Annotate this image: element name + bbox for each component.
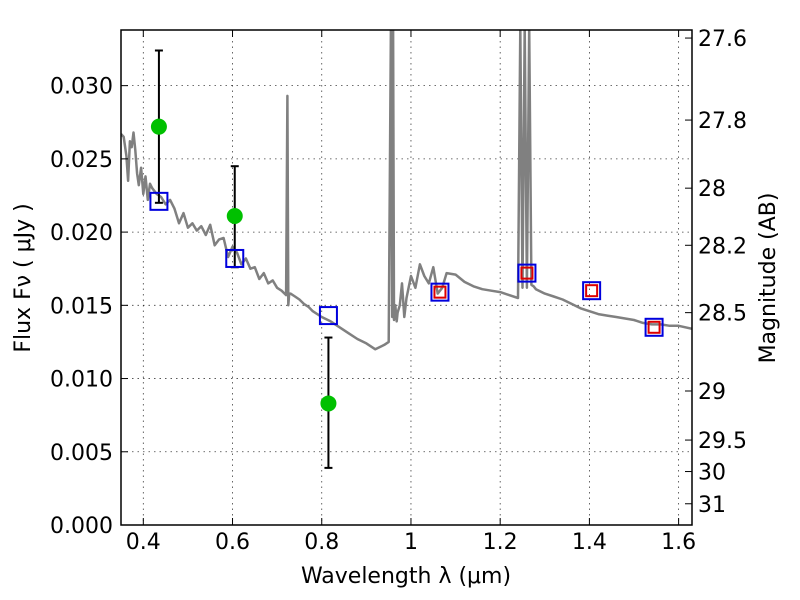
y2-tick-label: 30 — [698, 461, 726, 486]
x-tick-label: 0.4 — [126, 530, 161, 555]
model-photometry-square — [644, 317, 664, 337]
y-tick-label: 0.015 — [50, 294, 113, 319]
y2-tick-label: 31 — [698, 493, 726, 518]
model-photometry-square — [149, 191, 169, 211]
y-tick-label: 0.005 — [50, 441, 113, 466]
y2-tick-label: 28.2 — [698, 234, 747, 259]
x-tick-label: 0.8 — [304, 530, 339, 555]
model-photometry-square — [430, 282, 450, 302]
y2-axis-label: Magnitude (AB) — [756, 193, 781, 364]
observed-point — [150, 118, 167, 135]
model-photometry-square — [582, 281, 602, 301]
y2-tick-label: 28 — [698, 177, 726, 202]
model-photometry-inner-square — [520, 266, 534, 280]
plot-series — [121, 30, 692, 469]
model-photometry-inner-square — [433, 285, 447, 299]
x-axis-label: Wavelength λ (μm) — [301, 564, 511, 589]
model-photometry-inner-square — [585, 284, 599, 298]
y-tick-label: 0.030 — [50, 75, 113, 100]
model-photometry-square — [225, 248, 245, 268]
y-axis-label: Flux Fν ( μJy ) — [11, 203, 36, 352]
y-tick-label: 0.000 — [50, 514, 113, 539]
y2-tick-label: 27.8 — [698, 109, 747, 134]
y-tick-label: 0.020 — [50, 221, 113, 246]
x-tick-label: 0.6 — [215, 530, 250, 555]
grid-lines — [121, 30, 692, 526]
y-tick-label: 0.025 — [50, 148, 113, 173]
model-photometry-square — [318, 306, 338, 326]
y-tick-label: 0.010 — [50, 368, 113, 393]
y2-tick-label: 29.5 — [698, 429, 747, 454]
y2-tick-label: 28.5 — [698, 302, 747, 327]
model-photometry-inner-square — [647, 320, 661, 334]
plot-frame — [120, 29, 693, 526]
x-tick-label: 1.6 — [661, 530, 696, 555]
model-photometry-square — [517, 263, 537, 283]
observed-point — [226, 207, 243, 224]
y2-tick-label: 29 — [698, 380, 726, 405]
axes: 0.4 0.6 0.8 1 1.2 1.4 1.6 0.000 0.005 0.010 0.015 0… — [50, 27, 747, 555]
x-tick-label: 1.4 — [572, 530, 607, 555]
y2-tick-label: 27.6 — [698, 27, 747, 52]
model-spectrum-line — [121, 30, 692, 351]
x-tick-label: 1.2 — [483, 530, 518, 555]
plot-area — [121, 30, 692, 469]
x-tick-label: 1 — [404, 530, 418, 555]
observed-point — [320, 395, 337, 412]
